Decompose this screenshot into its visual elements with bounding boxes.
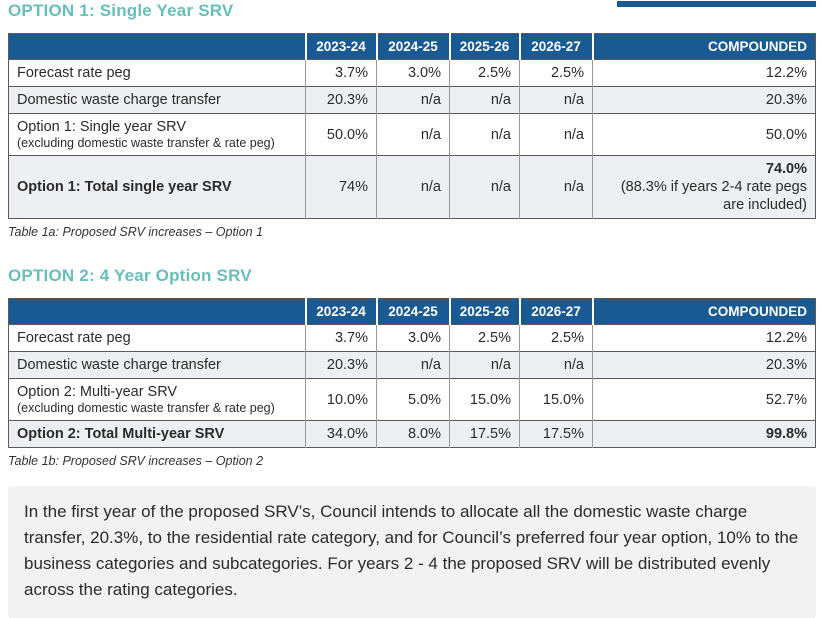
cell-compounded: 74.0% (765, 161, 807, 177)
row-label: Option 1: Total single year SRV (17, 179, 232, 195)
cell-value: 2.5% (449, 324, 520, 352)
cell-value: n/a (519, 351, 593, 379)
cell-value: n/a (449, 86, 520, 114)
row-label: Option 2: Multi-year SRV (17, 384, 178, 400)
cell-value: 15.0% (449, 378, 520, 421)
cell-value: n/a (376, 155, 450, 219)
table-row: Domestic waste charge transfer 20.3% n/a… (8, 86, 816, 114)
cell-compounded: 12.2% (765, 330, 807, 346)
cell-value: n/a (519, 86, 593, 114)
table-row: Option 2: Multi-year SRV (excluding domes… (8, 378, 816, 421)
cell-value: 5.0% (376, 378, 450, 421)
option1-header-row: 2023-24 2024-25 2025-26 2026-27 COMPOUND… (8, 33, 816, 60)
cell-value: n/a (449, 113, 520, 156)
top-accent-bar (617, 1, 816, 7)
row-label: Domestic waste charge transfer (17, 92, 221, 108)
column-header-blank (8, 33, 306, 60)
column-header-2023-24: 2023-24 (304, 33, 377, 60)
column-header-2024-25: 2024-25 (375, 298, 450, 325)
cell-value: n/a (519, 155, 593, 219)
table-row: Forecast rate peg 3.7% 3.0% 2.5% 2.5% 12… (8, 324, 816, 352)
cell-value: 2.5% (519, 59, 593, 87)
option2-table-caption: Table 1b: Proposed SRV increases – Optio… (8, 454, 264, 468)
cell-compounded: 99.8% (765, 426, 807, 442)
row-sublabel: (excluding domestic waste transfer & rat… (17, 136, 275, 150)
cell-value: 3.7% (305, 324, 377, 352)
cell-compounded: 20.3% (765, 92, 807, 108)
cell-value: 74% (305, 155, 377, 219)
cell-compounded: 52.7% (765, 391, 807, 408)
note-box: In the first year of the proposed SRV’s,… (8, 486, 816, 618)
cell-value: n/a (449, 351, 520, 379)
cell-value: 17.5% (449, 420, 520, 448)
cell-value: 8.0% (376, 420, 450, 448)
cell-value: n/a (519, 113, 593, 156)
cell-value: n/a (376, 351, 450, 379)
cell-value: 2.5% (519, 324, 593, 352)
cell-value: 3.7% (305, 59, 377, 87)
row-label: Forecast rate peg (17, 330, 131, 346)
cell-value: 2.5% (449, 59, 520, 87)
cell-value: 34.0% (305, 420, 377, 448)
cell-value: n/a (449, 155, 520, 219)
column-header-2025-26: 2025-26 (448, 33, 520, 60)
cell-value: n/a (376, 86, 450, 114)
column-header-2026-27: 2026-27 (518, 33, 593, 60)
table-row: Domestic waste charge transfer 20.3% n/a… (8, 351, 816, 379)
option1-heading: OPTION 1: Single Year SRV (8, 1, 234, 20)
cell-value: 17.5% (519, 420, 593, 448)
column-header-blank (8, 298, 306, 325)
column-header-compounded: COMPOUNDED (591, 33, 816, 60)
row-label: Forecast rate peg (17, 65, 131, 81)
row-label: Option 1: Single year SRV (17, 119, 186, 135)
cell-value: 15.0% (519, 378, 593, 421)
cell-value: 50.0% (305, 113, 377, 156)
column-header-2023-24: 2023-24 (304, 298, 377, 325)
row-label: Option 2: Total Multi-year SRV (17, 426, 225, 442)
cell-value: n/a (376, 113, 450, 156)
option2-heading: OPTION 2: 4 Year Option SRV (8, 266, 252, 285)
cell-compounded: 20.3% (765, 357, 807, 373)
note-text: In the first year of the proposed SRV’s,… (24, 502, 799, 599)
option2-header-row: 2023-24 2024-25 2025-26 2026-27 COMPOUND… (8, 298, 816, 325)
cell-compounded: 12.2% (765, 65, 807, 81)
cell-value: 20.3% (305, 86, 377, 114)
column-header-2024-25: 2024-25 (375, 33, 450, 60)
option2-table: 2023-24 2024-25 2025-26 2026-27 COMPOUND… (8, 298, 816, 448)
table-row: Option 1: Single year SRV (excluding dome… (8, 113, 816, 156)
table-row: Forecast rate peg 3.7% 3.0% 2.5% 2.5% 12… (8, 59, 816, 87)
cell-compounded-note: (88.3% if years 2-4 rate pegs are includ… (620, 179, 807, 213)
cell-value: 3.0% (376, 324, 450, 352)
option1-table: 2023-24 2024-25 2025-26 2026-27 COMPOUND… (8, 33, 816, 219)
option1-table-caption: Table 1a: Proposed SRV increases – Optio… (8, 225, 264, 239)
cell-value: 20.3% (305, 351, 377, 379)
cell-value: 3.0% (376, 59, 450, 87)
row-label: Domestic waste charge transfer (17, 357, 221, 373)
column-header-2025-26: 2025-26 (448, 298, 520, 325)
table-row-total: Option 1: Total single year SRV 74% n/a … (8, 155, 816, 219)
table-row-total: Option 2: Total Multi-year SRV 34.0% 8.0… (8, 420, 816, 448)
row-sublabel: (excluding domestic waste transfer & rat… (17, 401, 275, 415)
column-header-2026-27: 2026-27 (518, 298, 593, 325)
column-header-compounded: COMPOUNDED (591, 298, 816, 325)
cell-value: 10.0% (305, 378, 377, 421)
cell-compounded: 50.0% (765, 126, 807, 143)
